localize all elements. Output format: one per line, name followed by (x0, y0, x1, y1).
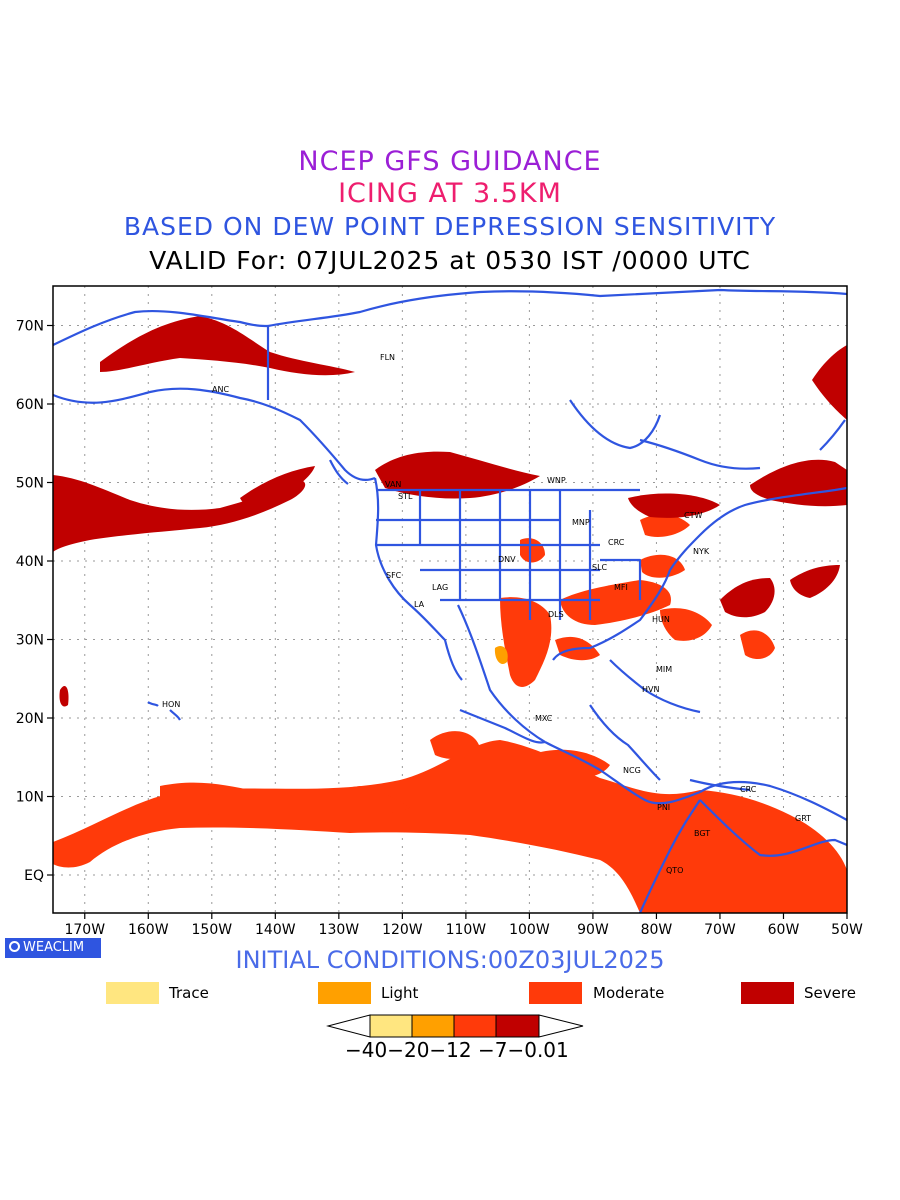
station-label: HVN (642, 685, 659, 694)
station-label: STL (398, 492, 413, 501)
lon-label: 170W (64, 922, 105, 938)
legend-swatch-trace (106, 982, 159, 1004)
station-label: WNP (547, 476, 566, 485)
icing-light-areas (494, 645, 508, 665)
station-label: DLS (548, 610, 564, 619)
weaclim-badge: WEACLIM (5, 938, 101, 958)
station-label: HON (162, 700, 180, 709)
lat-label: 30N (16, 633, 44, 649)
legend-swatch-light (318, 982, 371, 1004)
station-label: MIM (656, 665, 672, 674)
lon-label: 120W (382, 922, 423, 938)
station-label: QTO (666, 866, 683, 875)
legend-label-severe: Severe (804, 984, 856, 1002)
station-label: DNV (498, 555, 516, 564)
lon-label: 100W (509, 922, 550, 938)
logo-icon (9, 941, 20, 952)
station-label: LA (414, 600, 425, 609)
station-label: LAG (432, 583, 448, 592)
legend-swatch-severe (741, 982, 794, 1004)
icing-moderate-areas (53, 514, 847, 913)
legend-label-trace: Trace (169, 984, 209, 1002)
lon-label: 130W (319, 922, 360, 938)
station-label: CRC (608, 538, 625, 547)
icing-severe-areas (53, 316, 847, 707)
station-label: BGT (694, 829, 710, 838)
lat-label: 10N (16, 790, 44, 806)
lon-label: 50W (831, 922, 863, 938)
colorbar-severe-segment (495, 1014, 540, 1038)
station-label: NCG (623, 766, 641, 775)
initial-conditions: INITIAL CONDITIONS:00Z03JUL2025 (235, 946, 665, 974)
station-label: NYK (693, 547, 710, 556)
colorbar-tick-labels: −40−20−12 −7−0.01 (345, 1038, 569, 1062)
coastlines-and-borders (53, 288, 847, 913)
legend-label-light: Light (381, 984, 419, 1002)
lat-label: 40N (16, 554, 44, 570)
lon-label: 150W (192, 922, 233, 938)
title-field: ICING AT 3.5KM (338, 178, 562, 209)
station-label: PNI (657, 803, 670, 812)
station-label: MXC (535, 714, 553, 723)
lat-label: 70N (16, 319, 44, 335)
title-product: NCEP GFS GUIDANCE (298, 146, 602, 177)
badge-text: WEACLIM (23, 940, 85, 955)
lon-label: 110W (446, 922, 487, 938)
station-label: MNP (572, 518, 590, 527)
title-valid-time: VALID For: 07JUL2025 at 0530 IST /0000 U… (149, 246, 751, 275)
lon-label: 80W (641, 922, 673, 938)
lon-label: 60W (768, 922, 800, 938)
legend-label-moderate: Moderate (593, 984, 665, 1002)
title-method: BASED ON DEW POINT DEPRESSION SENSITIVIT… (123, 212, 777, 241)
station-label: CTW (684, 511, 702, 520)
lat-label: 60N (16, 397, 44, 413)
station-label: SLC (592, 563, 608, 572)
colorbar (326, 1014, 584, 1038)
station-label: SFC (386, 571, 402, 580)
station-label: HUN (652, 615, 670, 624)
colorbar-trace-segment (369, 1014, 413, 1038)
station-label: ANC (212, 385, 229, 394)
colorbar-light-segment (411, 1014, 455, 1038)
station-label: FLN (380, 353, 395, 362)
station-label: VAN (385, 480, 401, 489)
lon-label: 160W (128, 922, 169, 938)
lon-label: 140W (255, 922, 296, 938)
map-frame (52, 285, 848, 914)
station-label: CRC (740, 785, 757, 794)
colorbar-moderate-segment (453, 1014, 497, 1038)
lat-label: 50N (16, 476, 44, 492)
station-label: MFI (614, 583, 628, 592)
lat-label: 20N (16, 711, 44, 727)
legend-swatch-moderate (529, 982, 582, 1004)
lon-label: 70W (704, 922, 736, 938)
lon-label: 90W (577, 922, 609, 938)
lat-label: EQ (24, 868, 44, 884)
station-label: GRT (795, 814, 811, 823)
